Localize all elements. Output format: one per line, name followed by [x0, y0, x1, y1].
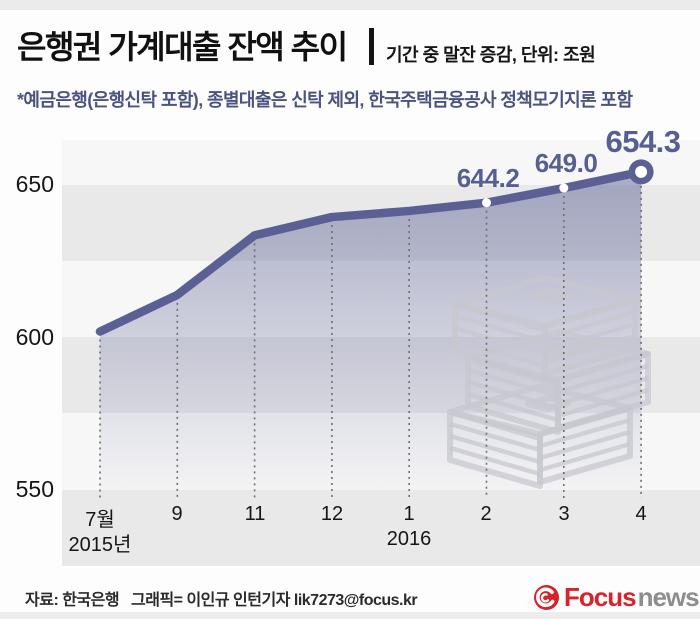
logo-text-focus: Focus: [564, 582, 637, 612]
background-band: [62, 337, 700, 413]
logo-text-news: news: [637, 582, 700, 612]
x-tick: 4: [635, 503, 647, 525]
background-band: [62, 185, 700, 261]
top-border-strip: [0, 0, 700, 10]
background-band: [62, 490, 700, 566]
x-tick: 1: [403, 503, 415, 525]
x-tick: 12: [320, 503, 344, 525]
x-year-label: 2015년: [68, 534, 132, 556]
bottom-border-strip: [0, 612, 700, 619]
focusnews-logo: Focus news: [533, 582, 700, 613]
y-tick-650: 650: [15, 171, 54, 197]
x-tick: 7월: [85, 509, 115, 531]
title-divider: [369, 28, 374, 65]
x-tick: 2: [480, 503, 492, 525]
x-year-label: 2016: [386, 528, 432, 550]
chart-footnote: *예금은행(은행신탁 포함), 종별대출은 신탁 제외, 한국주택금융공사 정책…: [17, 90, 633, 110]
credit-label: 그래픽= 이인규 인턴기자 lik7273@focus.kr: [131, 592, 418, 609]
x-tick: 9: [171, 503, 183, 525]
x-tick: 3: [558, 503, 570, 525]
point-value-label: 654.3: [605, 124, 681, 159]
point-value-label: 644.2: [456, 163, 520, 193]
focusnews-logo-icon: [534, 585, 559, 610]
page-title: 은행권 가계대출 잔액 추이: [17, 29, 348, 65]
point-value-label: 649.0: [534, 148, 598, 178]
y-tick-550: 550: [15, 476, 54, 502]
x-tick: 11: [244, 503, 266, 525]
y-tick-600: 600: [15, 324, 54, 350]
chart-subtitle: 기간 중 말잔 증감, 단위: 조원: [386, 45, 596, 65]
source-label: 자료: 한국은행: [25, 592, 120, 609]
